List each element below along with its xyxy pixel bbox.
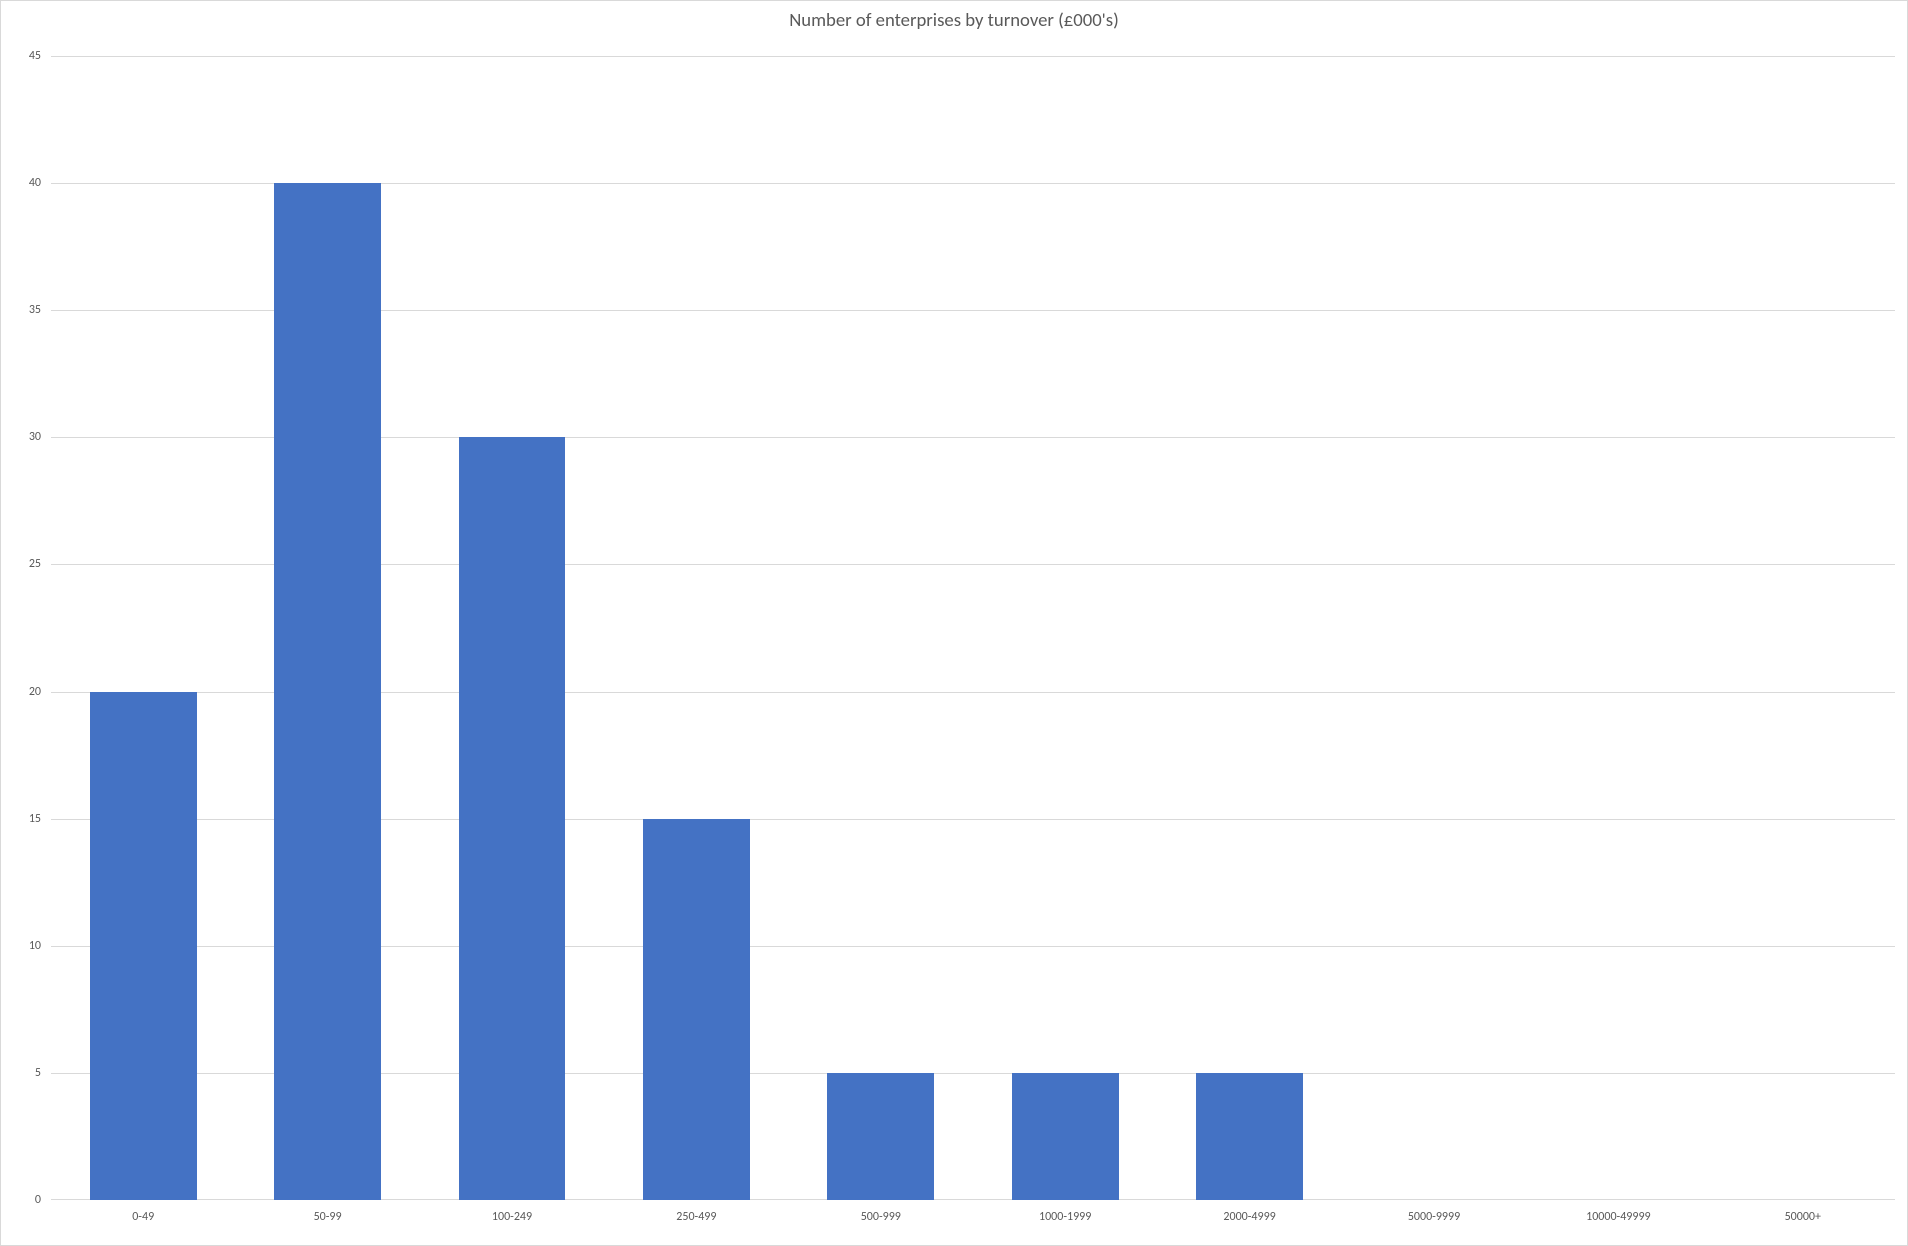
x-axis-tick-label: 5000-9999 [1408, 1200, 1460, 1224]
y-axis-tick-label: 30 [29, 430, 51, 444]
x-axis-tick-label: 100-249 [492, 1200, 532, 1224]
bar [827, 1073, 934, 1200]
bar [1196, 1073, 1303, 1200]
bar [459, 437, 566, 1200]
x-axis-tick-label: 50000+ [1785, 1200, 1821, 1224]
y-axis-tick-label: 5 [35, 1066, 51, 1080]
y-axis-tick-label: 20 [29, 685, 51, 699]
y-axis-tick-label: 40 [29, 176, 51, 190]
y-axis-tick-label: 35 [29, 303, 51, 317]
bar [1012, 1073, 1119, 1200]
bar [90, 692, 197, 1200]
bar [274, 183, 381, 1200]
chart-title: Number of enterprises by turnover (£000'… [1, 9, 1907, 32]
x-axis-tick-label: 250-499 [676, 1200, 716, 1224]
x-axis-tick-label: 0-49 [132, 1200, 154, 1224]
y-axis-tick-label: 25 [29, 557, 51, 571]
bar [643, 819, 750, 1200]
y-axis-tick-label: 45 [29, 49, 51, 63]
y-axis-tick-label: 0 [35, 1193, 51, 1207]
gridline [51, 56, 1895, 57]
x-axis-tick-label: 500-999 [861, 1200, 901, 1224]
plot-area: 0510152025303540450-4950-99100-249250-49… [51, 56, 1895, 1200]
x-axis-tick-label: 50-99 [314, 1200, 342, 1224]
x-axis-tick-label: 10000-49999 [1586, 1200, 1651, 1224]
y-axis-tick-label: 10 [29, 939, 51, 953]
y-axis-tick-label: 15 [29, 812, 51, 826]
x-axis-tick-label: 2000-4999 [1223, 1200, 1275, 1224]
chart-container: Number of enterprises by turnover (£000'… [0, 0, 1908, 1246]
x-axis-tick-label: 1000-1999 [1039, 1200, 1091, 1224]
